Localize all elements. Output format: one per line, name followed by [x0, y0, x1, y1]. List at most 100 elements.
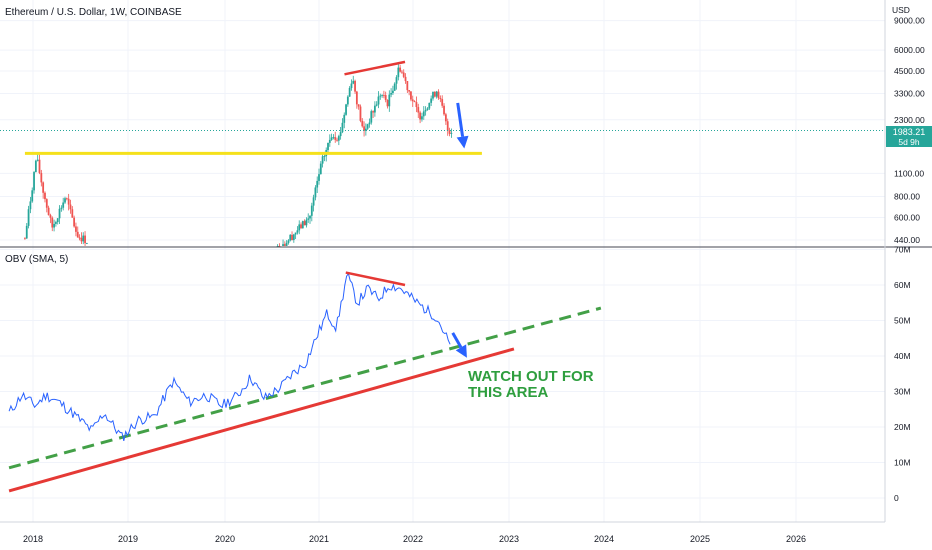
- price-candle-body: [283, 244, 286, 246]
- price-candle-body: [318, 174, 320, 181]
- price-candles: [24, 64, 453, 247]
- price-candle-body: [433, 91, 436, 97]
- price-gridlines: [0, 20, 885, 241]
- price-candle-body: [337, 136, 340, 141]
- price-candle-body: [38, 159, 41, 174]
- price-candle-body: [51, 217, 54, 228]
- price-candle-body: [49, 215, 52, 218]
- price-tick-label: 600.00: [894, 212, 920, 222]
- price-candle-body: [388, 94, 391, 107]
- price-candle-body: [82, 235, 85, 242]
- time-axis[interactable]: 2018 2019 2020 2021 2022 2023 2024 2025 2026: [23, 534, 806, 544]
- obv-tick-label: 20M: [894, 422, 911, 432]
- price-candle-body: [435, 91, 438, 97]
- price-candle-body: [448, 130, 451, 134]
- price-candle-body: [422, 111, 425, 117]
- price-tick-label: 800.00: [894, 192, 920, 202]
- price-candle-body: [65, 198, 68, 200]
- price-tick-label: 4500.00: [894, 66, 925, 76]
- price-candle-body: [354, 80, 356, 92]
- price-candle-body: [339, 132, 342, 137]
- price-candle-body: [29, 201, 32, 210]
- time-tick-label: 2025: [690, 534, 710, 544]
- price-candle-body: [375, 104, 378, 106]
- price-candle-body: [364, 128, 367, 131]
- price-candle-body: [426, 108, 429, 111]
- price-candle-body: [278, 246, 281, 247]
- price-candle-body: [399, 67, 402, 72]
- price-candle-body: [377, 96, 380, 105]
- obv-trend-solid-line: [8, 347, 515, 493]
- price-candle-body: [64, 198, 66, 203]
- price-candle-body: [276, 246, 279, 247]
- price-candle-body: [305, 219, 308, 226]
- price-candle-body: [309, 215, 311, 219]
- price-candle-body: [397, 67, 400, 78]
- price-candle-body: [291, 234, 293, 240]
- obv-pane: OBV (SMA, 5) WATCH OUT FOR THIS AREA 70M…: [0, 245, 911, 504]
- price-arrow-head: [456, 135, 469, 149]
- obv-axis: 70M 60M 50M 40M 30M 20M 10M 0: [894, 245, 911, 504]
- price-candle-body: [58, 208, 61, 219]
- last-price-value: 1983.21: [893, 127, 926, 137]
- last-price-tag: 1983.21 5d 9h: [886, 126, 932, 147]
- price-candle-body: [355, 91, 358, 105]
- price-candle-body: [402, 72, 405, 77]
- obv-arrow-head: [455, 344, 467, 358]
- currency-label: USD: [892, 5, 910, 15]
- price-candle-body: [25, 225, 28, 239]
- price-candle-body: [323, 156, 326, 157]
- price-candle-body: [300, 224, 302, 229]
- obv-tick-label: 40M: [894, 351, 911, 361]
- price-candle-body: [42, 182, 45, 193]
- price-candle-body: [45, 199, 48, 208]
- price-candle-body: [321, 156, 324, 164]
- price-candle-body: [401, 71, 403, 73]
- price-candle-body: [370, 111, 373, 123]
- price-candle-body: [314, 187, 317, 198]
- price-candle-body: [368, 122, 371, 125]
- price-candle-body: [40, 173, 43, 183]
- price-candle-body: [437, 91, 440, 99]
- obv-arrow-shaft: [451, 332, 463, 349]
- price-candle-body: [372, 111, 374, 113]
- price-candle-body: [330, 137, 333, 140]
- last-price-countdown: 5d 9h: [898, 137, 920, 147]
- price-tick-label: 2300.00: [894, 115, 925, 125]
- price-candle-body: [60, 207, 63, 209]
- price-candle-body: [444, 114, 447, 122]
- time-tick-label: 2018: [23, 534, 43, 544]
- price-candle-body: [373, 105, 376, 113]
- price-arrow-shaft: [456, 102, 465, 137]
- price-candle-body: [24, 237, 26, 239]
- price-candle-body: [296, 230, 299, 233]
- price-candle-body: [53, 223, 55, 228]
- time-tick-label: 2024: [594, 534, 614, 544]
- price-candle-body: [446, 121, 449, 131]
- price-candle-body: [78, 237, 81, 239]
- price-candle-body: [85, 242, 88, 244]
- price-candle-body: [345, 104, 347, 115]
- price-candle-body: [289, 234, 292, 241]
- price-candle-body: [343, 114, 346, 123]
- annotation-line-2: THIS AREA: [468, 384, 548, 401]
- price-candle-body: [393, 83, 396, 91]
- price-candle-body: [411, 99, 414, 102]
- price-candle-body: [27, 209, 30, 226]
- price-candle-body: [450, 132, 453, 134]
- price-candle-body: [319, 163, 322, 175]
- price-candle-body: [361, 120, 364, 127]
- price-tick-label: 6000.00: [894, 45, 925, 55]
- price-candle-body: [282, 244, 284, 246]
- price-candle-body: [382, 94, 385, 96]
- price-axis: 9000.00 6000.00 4500.00 3300.00 2300.00 1100.…: [894, 16, 925, 245]
- price-candle-body: [390, 93, 393, 95]
- obv-tick-label: 70M: [894, 245, 911, 255]
- price-candle-body: [428, 102, 431, 109]
- price-candle-body: [303, 221, 306, 226]
- symbol-title: Ethereum / U.S. Dollar, 1W, COINBASE: [5, 7, 182, 18]
- price-candle-body: [55, 222, 57, 224]
- price-candle-body: [424, 110, 427, 112]
- time-tick-label: 2026: [786, 534, 806, 544]
